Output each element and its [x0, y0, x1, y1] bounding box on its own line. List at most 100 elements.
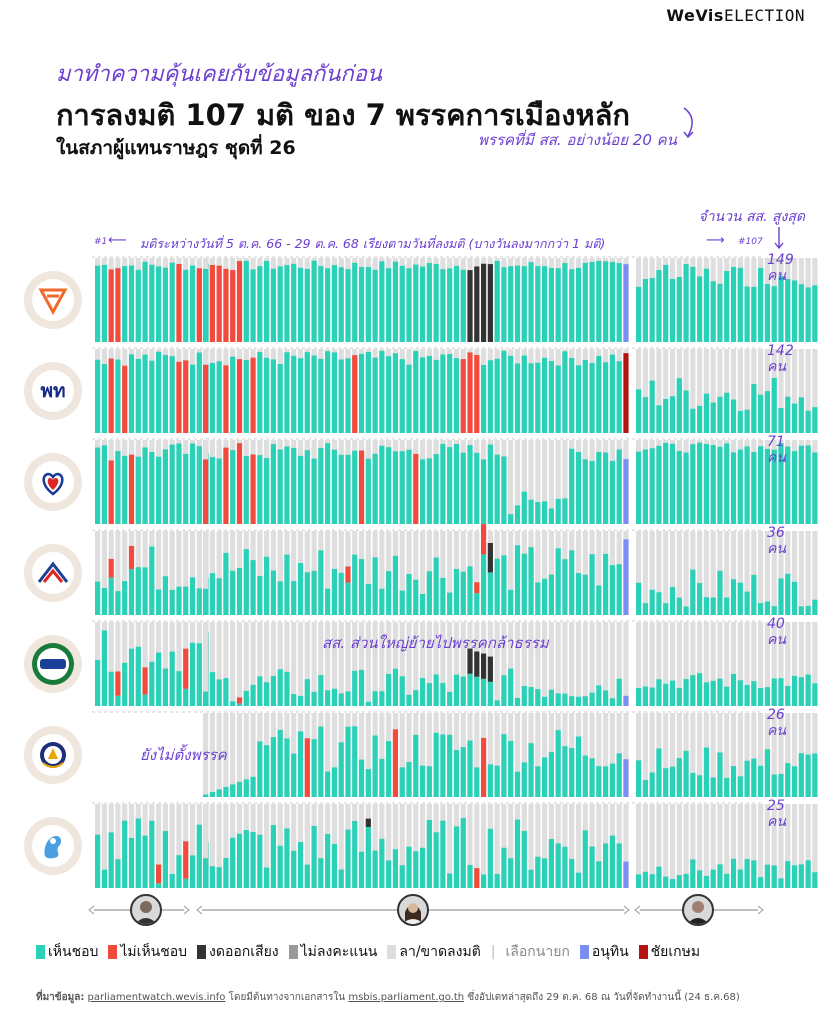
vote-bar-approve: [453, 266, 460, 342]
vote-bar-absent: [460, 622, 466, 706]
vote-bar-absent: [596, 622, 602, 706]
vote-bar-approve: [467, 445, 473, 524]
vote-bar-absent: [569, 622, 575, 706]
vote-bar-absent: [737, 713, 743, 797]
vote-bar-absent: [812, 531, 818, 615]
vote-bar-approve: [413, 690, 419, 706]
vote-bar-absent: [596, 713, 602, 797]
party-max-unit: คน: [767, 814, 786, 830]
vote-bar-approve: [683, 873, 689, 888]
vote-bar-reject: [236, 359, 243, 433]
vote-bar-approve: [331, 843, 338, 888]
vote-bar-absent: [603, 713, 609, 797]
vote-bar-approve: [379, 691, 385, 706]
vote-bar-approve: [771, 678, 777, 706]
vote-bar-approve: [122, 266, 128, 342]
vote-bar-approve: [812, 753, 818, 797]
vote-bar-approve: [284, 554, 290, 615]
vote-bar-approve: [386, 268, 392, 342]
vote-bar-approve: [236, 833, 243, 888]
vote-bar-approve: [243, 549, 249, 615]
vote-bar-approve: [751, 860, 757, 888]
vote-bar-approve: [778, 678, 784, 706]
vote-bar-approve: [528, 547, 534, 615]
vote-bar-approve: [399, 676, 405, 706]
vote-bar-approve: [616, 263, 622, 342]
source-rest: ซึ่งอัปเดทล่าสุดถึง 29 ต.ค. 68 ณ วันที่จ…: [467, 992, 740, 1003]
vote-bar-approve: [805, 410, 811, 433]
vote-bar-absent: [115, 622, 121, 706]
vote-bar-approve: [791, 865, 798, 888]
vote-bar-approve: [730, 579, 737, 615]
vote-bar-approve: [663, 442, 669, 524]
vote-bar-approve: [697, 775, 703, 797]
vote-bar-absent: [318, 622, 324, 706]
vote-bar-approve: [284, 352, 290, 433]
vote-bar-approve: [528, 743, 534, 797]
vote-bar-approve: [589, 554, 595, 615]
vote-bar-approve: [338, 359, 344, 433]
vote-bar-approve: [642, 278, 648, 342]
vote-bar-absent: [101, 531, 107, 615]
vote-bar-absent: [379, 713, 385, 797]
vote-bar-approve: [555, 730, 561, 797]
vote-bar-absent: [542, 531, 548, 615]
vote-bar-approve: [162, 668, 168, 706]
vote-bar-absent: [717, 349, 723, 433]
vote-bar-approve: [135, 358, 141, 433]
vote-bar-approve: [542, 757, 548, 797]
vote-bar-approve: [196, 352, 202, 433]
vote-bar-approve: [812, 407, 818, 433]
vote-bar-approve: [656, 445, 662, 524]
vote-bar-approve: [771, 377, 777, 433]
vote-bar-approve: [690, 444, 696, 524]
legend-item-chaikasem: ชัยเกษม: [638, 941, 700, 963]
vote-bar-approve: [243, 360, 249, 433]
vote-bar-absent: [656, 622, 662, 706]
vote-bar-approve: [236, 567, 243, 615]
source-link-1[interactable]: parliamentwatch.wevis.info: [87, 992, 226, 1003]
vote-bar-absent: [216, 531, 222, 615]
axis-first-label: #1: [94, 237, 108, 247]
vote-bar-approve: [676, 378, 682, 433]
vote-bar-absent: [331, 622, 338, 706]
vote-bar-absent: [758, 531, 764, 615]
vote-bar-approve: [569, 269, 575, 342]
vote-bar-approve: [785, 763, 791, 797]
vote-bar-approve: [785, 861, 791, 888]
vote-bar-approve: [642, 603, 648, 615]
vote-bar-absent: [785, 804, 791, 888]
vote-bar-approve: [358, 669, 365, 706]
vote-bar-reject: [142, 667, 148, 695]
vote-bar-approve: [297, 731, 304, 797]
vote-bar-reject: [304, 738, 310, 797]
vote-bar-approve: [223, 786, 229, 797]
vote-bar-absent: [737, 531, 743, 615]
vote-bar-approve: [575, 573, 582, 615]
vote-bar-approve: [331, 352, 338, 433]
source-link-2[interactable]: msbis.parliament.go.th: [348, 992, 465, 1003]
vote-bar-approve: [480, 874, 487, 888]
vote-bar-approve: [406, 268, 412, 342]
vote-bar-approve: [128, 354, 135, 433]
vote-bar-approve: [419, 765, 426, 797]
vote-bar-approve: [149, 451, 155, 524]
vote-bar-absent: [798, 804, 804, 888]
vote-bar-approve: [142, 447, 148, 524]
vote-bar-approve: [311, 260, 317, 342]
vote-bar-approve: [758, 394, 764, 433]
vote-bar-approve: [365, 701, 371, 706]
vote-bar-approve: [169, 873, 175, 888]
vote-bar-absent: [642, 349, 648, 433]
vote-bar-approve: [399, 265, 405, 342]
vote-bar-approve: [325, 351, 331, 433]
vote-bar-reject: [183, 360, 189, 433]
vote-bar-absent: [514, 713, 521, 797]
vote-bar-absent: [386, 804, 392, 888]
vote-bar-approve: [575, 872, 582, 888]
vote-bar-approve: [372, 453, 378, 524]
vote-bar-approve: [730, 766, 737, 797]
vote-bar-approve: [372, 357, 378, 433]
vote-bar-approve: [582, 574, 588, 615]
vote-bar-approve: [243, 455, 249, 524]
